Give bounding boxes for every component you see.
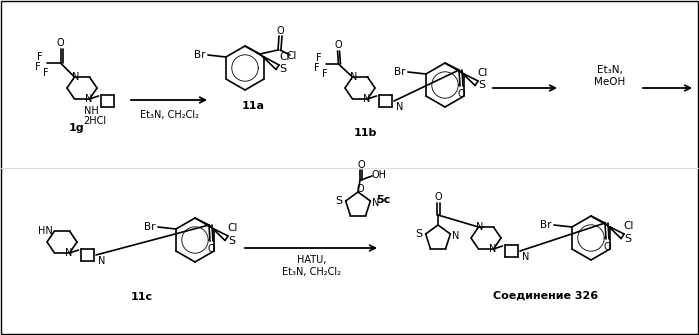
Text: Et₃N, CH₂Cl₂: Et₃N, CH₂Cl₂ (140, 110, 199, 120)
Text: S: S (229, 236, 236, 246)
Text: HN: HN (38, 226, 52, 236)
Text: NH: NH (85, 106, 99, 116)
Text: N: N (372, 198, 379, 208)
Text: O: O (276, 26, 284, 36)
Text: N: N (396, 102, 403, 112)
Text: N: N (489, 244, 496, 254)
Text: N: N (350, 72, 357, 82)
Text: 5c: 5c (376, 195, 390, 205)
Text: S: S (415, 229, 422, 239)
Text: Cl: Cl (478, 68, 488, 78)
Text: S: S (335, 196, 343, 206)
Text: MeOH: MeOH (594, 77, 626, 87)
Text: Cl: Cl (624, 221, 634, 231)
Text: 11a: 11a (241, 101, 264, 111)
Text: N: N (72, 72, 79, 82)
Text: N: N (452, 231, 459, 241)
Text: Br: Br (394, 67, 405, 77)
Text: O: O (356, 184, 363, 194)
Text: O: O (57, 38, 64, 48)
Text: HATU,: HATU, (297, 255, 326, 265)
Text: O: O (207, 244, 215, 254)
Text: F: F (314, 63, 319, 73)
Text: 1g: 1g (69, 123, 85, 133)
Text: Cl: Cl (228, 223, 238, 233)
Text: F: F (316, 53, 322, 63)
Text: Cl: Cl (280, 52, 290, 62)
Text: N: N (476, 222, 483, 232)
Text: N: N (522, 252, 529, 262)
Text: F: F (35, 62, 41, 72)
Text: O: O (434, 192, 442, 202)
Text: N: N (85, 94, 92, 104)
Text: Соединение 326: Соединение 326 (493, 291, 598, 301)
Text: 2HCl: 2HCl (83, 116, 106, 126)
Text: O: O (603, 242, 611, 252)
Text: 11b: 11b (353, 128, 377, 138)
Text: S: S (479, 80, 486, 90)
Text: Et₃N, CH₂Cl₂: Et₃N, CH₂Cl₂ (282, 267, 342, 277)
Text: N: N (65, 248, 72, 258)
Text: O: O (335, 40, 343, 50)
Text: F: F (43, 68, 48, 78)
Text: Et₃N,: Et₃N, (597, 65, 623, 75)
Text: Cl: Cl (287, 51, 297, 61)
Text: F: F (322, 69, 327, 79)
Text: S: S (280, 65, 287, 74)
Text: Br: Br (194, 50, 206, 60)
Text: F: F (36, 52, 43, 62)
Text: Br: Br (144, 222, 156, 232)
Text: O: O (457, 89, 465, 99)
Text: S: S (624, 233, 632, 244)
Text: O: O (357, 160, 365, 170)
Text: N: N (98, 256, 106, 266)
Text: 11c: 11c (131, 292, 153, 302)
Text: Br: Br (540, 220, 552, 230)
Text: OH: OH (371, 170, 387, 180)
Text: N: N (363, 94, 370, 104)
